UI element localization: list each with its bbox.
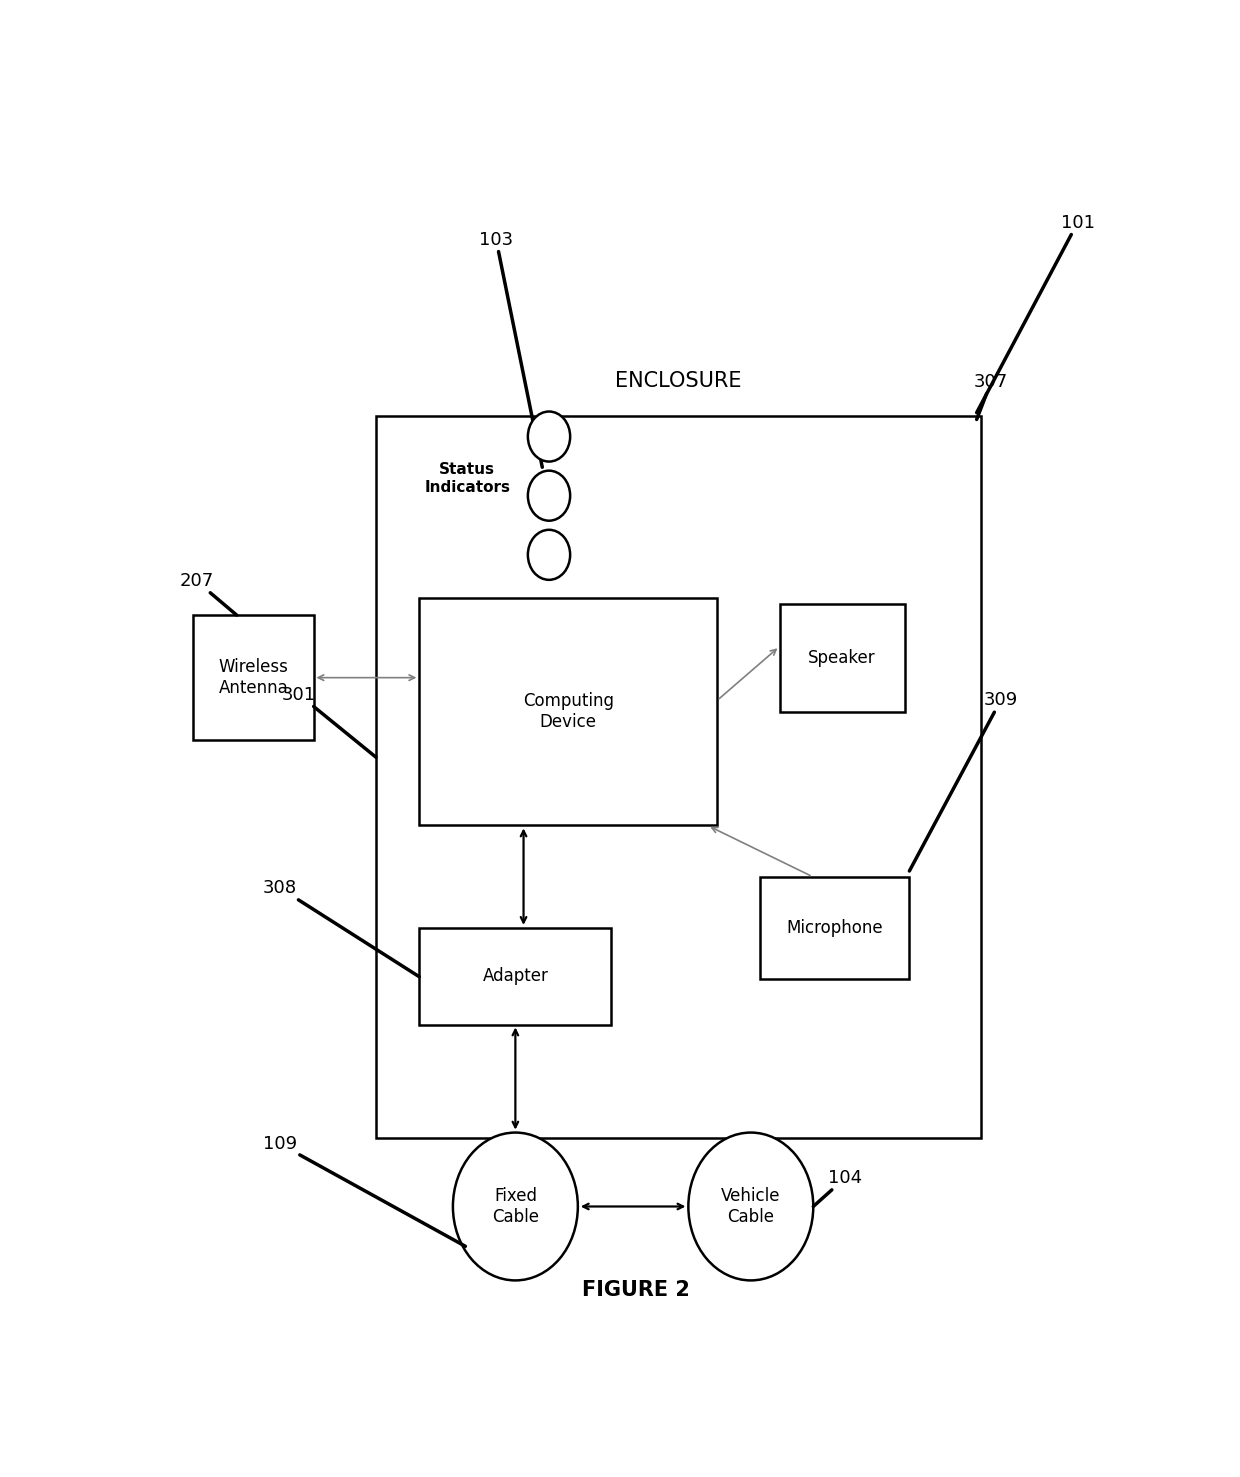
Text: 307: 307 [973,374,1008,419]
Text: ENCLOSURE: ENCLOSURE [615,371,742,391]
Text: 101: 101 [977,214,1095,412]
Bar [193,614,314,740]
Circle shape [528,530,570,580]
Text: Wireless
Antenna: Wireless Antenna [218,659,289,697]
Bar [419,598,717,826]
Circle shape [528,471,570,521]
Text: 309: 309 [909,691,1018,871]
Text: Fixed
Cable: Fixed Cable [492,1188,539,1226]
Text: FIGURE 2: FIGURE 2 [582,1279,689,1300]
Circle shape [453,1133,578,1281]
Circle shape [528,412,570,462]
Circle shape [688,1133,813,1281]
Text: Adapter: Adapter [482,967,548,985]
Bar [760,877,909,979]
Text: Speaker: Speaker [808,648,875,666]
Bar [780,604,904,712]
Text: 207: 207 [180,572,237,614]
Text: 104: 104 [813,1170,862,1207]
Text: 109: 109 [263,1134,465,1247]
Text: 103: 103 [479,230,542,467]
Text: Vehicle
Cable: Vehicle Cable [722,1188,780,1226]
Text: Microphone: Microphone [786,919,883,936]
Text: 308: 308 [263,879,419,976]
Text: Status
Indicators: Status Indicators [424,462,511,495]
Bar [376,417,982,1139]
Text: 301: 301 [281,685,376,758]
Bar [419,928,611,1025]
Text: Computing
Device: Computing Device [523,693,614,731]
